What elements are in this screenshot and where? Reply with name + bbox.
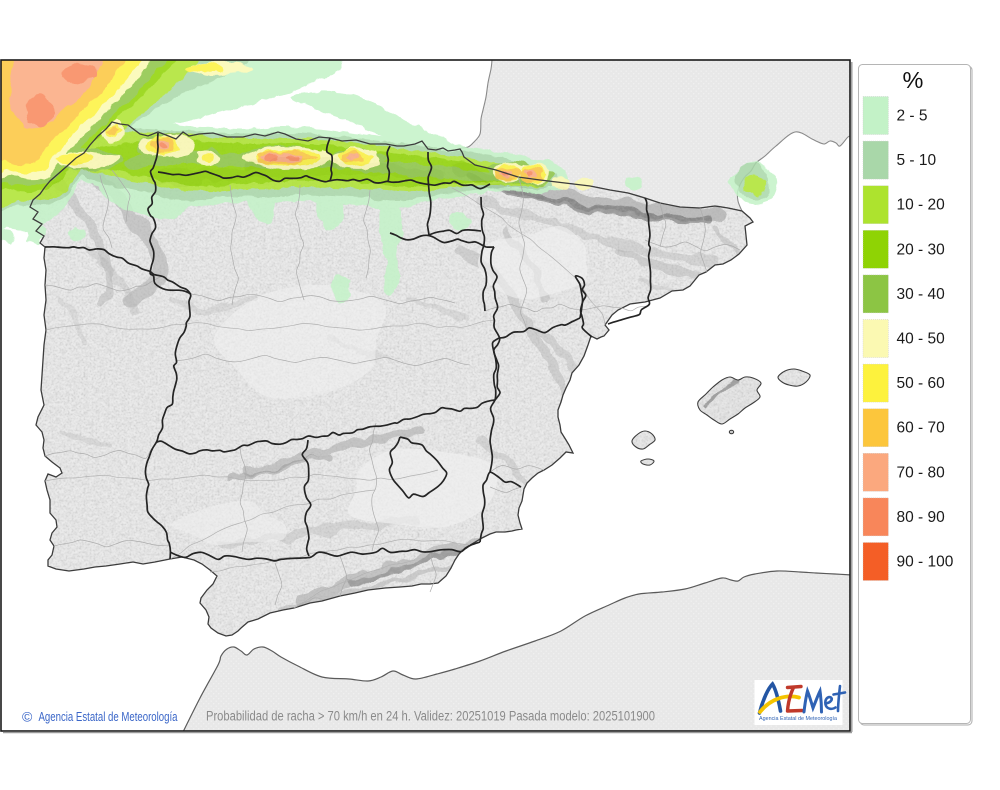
svg-text:50 - 60: 50 - 60 xyxy=(897,375,946,392)
svg-text:80 - 90: 80 - 90 xyxy=(897,509,946,526)
svg-text:90 - 100: 90 - 100 xyxy=(897,554,954,571)
svg-text:%: % xyxy=(903,67,924,93)
svg-text:60 - 70: 60 - 70 xyxy=(897,420,946,437)
svg-text:Agencia Estatal de Meteorologí: Agencia Estatal de Meteorología xyxy=(39,709,178,724)
svg-text:70 - 80: 70 - 80 xyxy=(897,464,946,481)
svg-text:©: © xyxy=(22,709,33,725)
svg-text:Probabilidad de racha > 70 km/: Probabilidad de racha > 70 km/h en 24 h.… xyxy=(206,709,655,724)
svg-text:40 - 50: 40 - 50 xyxy=(897,331,946,348)
svg-text:20 - 30: 20 - 30 xyxy=(897,241,946,258)
svg-text:5 - 10: 5 - 10 xyxy=(897,152,937,169)
svg-text:2 - 5: 2 - 5 xyxy=(897,108,928,125)
svg-text:Agencia Estatal de Meteorologí: Agencia Estatal de Meteorología xyxy=(759,716,838,722)
svg-text:10 - 20: 10 - 20 xyxy=(897,197,946,214)
svg-text:30 - 40: 30 - 40 xyxy=(897,286,946,303)
